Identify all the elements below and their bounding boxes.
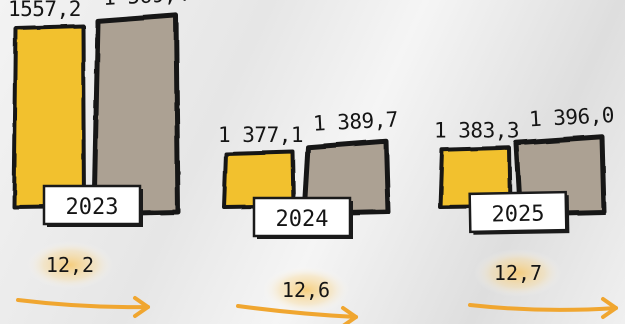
year-box-bg-2025 [468,190,568,234]
growth-arrow-2024 [236,304,358,319]
year-box-2024: 2024 [252,196,353,239]
growth-glow-2023 [26,241,114,289]
growth-arrowhead-2023 [133,296,150,318]
growth-arrow-2025 [468,303,618,312]
growth-arrowhead-2025 [601,297,618,319]
bar-group-2025: 1 383,3 1 396,0 2025 12,7 [434,103,618,319]
growth-arrowhead-2024 [341,306,358,324]
bar-series2-2023 [91,12,181,217]
value-label-series1-2025: 1 383,3 [434,119,519,143]
category-label-2025: 2025 [491,202,544,228]
value-label-series2-2024: 1 389,7 [312,107,398,135]
growth-label-2024: 12,6 [282,278,330,302]
bar-series2-2024 [301,138,391,217]
growth-label-2023: 12,2 [46,253,94,277]
growth-glow-2025 [474,249,562,297]
value-label-series1-2023: 1557,2 [8,0,81,21]
bar-group-2024: 1 377,1 1 389,7 2024 12,6 [218,107,399,324]
year-box-bg-2024 [252,196,352,238]
category-label-2023: 2023 [66,195,119,220]
year-box-bg-2023 [42,184,142,226]
year-box-2025: 2025 [468,190,570,235]
year-box-2023: 2023 [42,184,143,227]
bar-series1-2023 [12,23,86,209]
category-label-2024: 2024 [276,207,329,232]
bar-group-2023: 1557,2 1 569,4 2023 12,2 [8,0,189,318]
growth-arrow-2023 [16,298,150,310]
growth-glow-2024 [262,266,350,314]
growth-label-2025: 12,7 [494,261,542,285]
value-label-series1-2024: 1 377,1 [218,123,303,147]
value-label-series2-2025: 1 396,0 [528,103,614,131]
value-label-series2-2023: 1 569,4 [102,0,188,10]
